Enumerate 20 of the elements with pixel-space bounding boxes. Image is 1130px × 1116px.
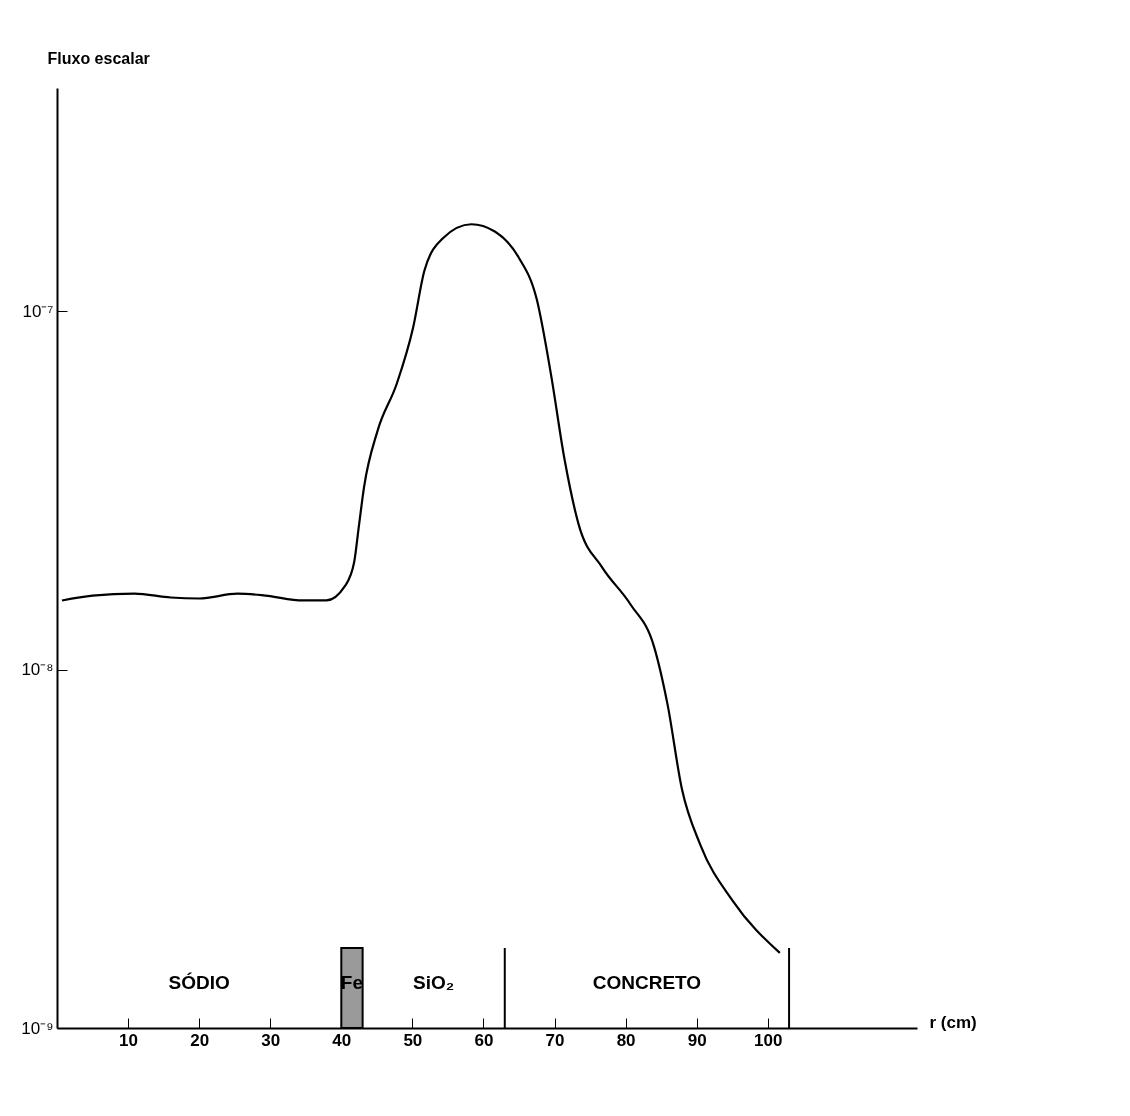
annotation: CONCRETO — [592, 972, 702, 993]
x-tick-label: 70 — [545, 1030, 565, 1050]
y-tick-label: 10⁻⁷ — [22, 301, 54, 321]
x-tick-label: 80 — [616, 1030, 636, 1050]
x-tick-label: 40 — [332, 1030, 352, 1050]
x-tick-label: 90 — [687, 1030, 707, 1050]
x-axis-title: r (cm) — [929, 1012, 977, 1032]
annotation: SiO₂ — [413, 972, 455, 993]
x-tick-label: 20 — [190, 1030, 210, 1050]
x-tick-label: 30 — [261, 1030, 281, 1050]
y-tick-label: 10⁻⁹ — [21, 1018, 54, 1038]
x-tick-label: 60 — [474, 1030, 494, 1050]
x-tick-label: 100 — [754, 1030, 783, 1050]
x-tick-label: 10 — [119, 1030, 139, 1050]
x-tick-label: 50 — [403, 1030, 423, 1050]
line-series — [60, 223, 781, 955]
y-axis-title: Fluxo escalar — [47, 49, 150, 67]
y-tick-label: 10⁻⁸ — [21, 660, 54, 680]
band-label: Fe — [340, 972, 364, 993]
annotation: SÓDIO — [168, 972, 230, 993]
